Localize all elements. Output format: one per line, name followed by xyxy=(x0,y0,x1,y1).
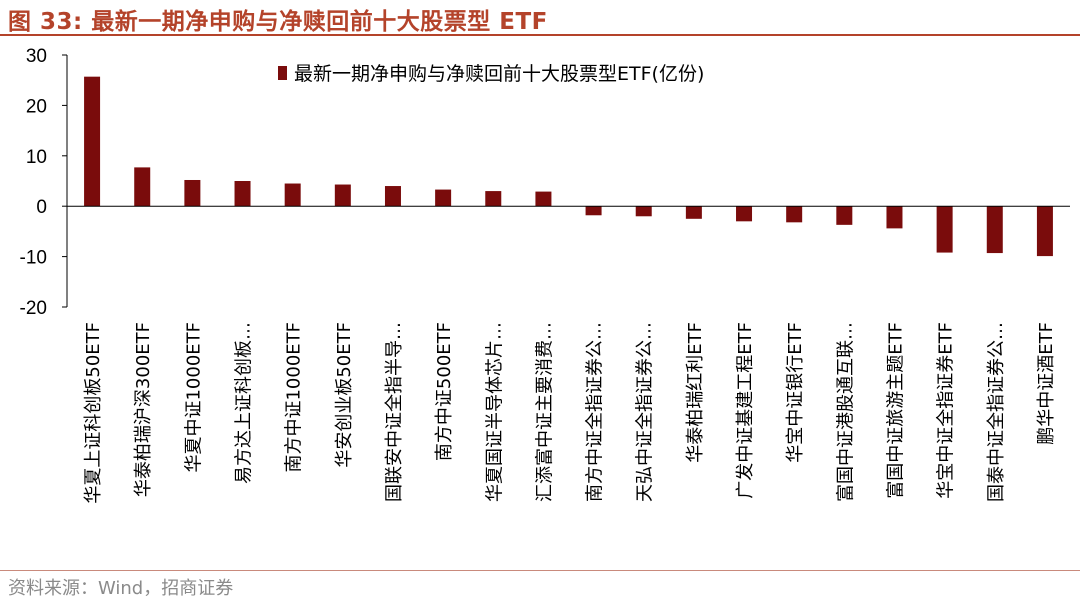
source-note: 资料来源：Wind，招商证券 xyxy=(8,578,234,599)
x-category-label: 汇添富中证主要消费… xyxy=(534,322,555,502)
x-category-label: 富国中证港股通互联… xyxy=(835,322,856,502)
x-category-label: 国泰中证全指证券公… xyxy=(986,322,1007,502)
bar xyxy=(936,206,953,253)
bar xyxy=(836,206,853,225)
x-category-label: 华夏中证1000ETF xyxy=(183,322,204,473)
bar xyxy=(535,191,552,207)
x-category-label: 富国中证旅游主题ETF xyxy=(885,322,906,499)
y-tick-label: -20 xyxy=(20,298,47,319)
legend-label: 最新一期净申购与净赎回前十大股票型ETF(亿份) xyxy=(294,63,704,85)
x-category-label: 南方中证1000ETF xyxy=(284,322,305,473)
x-category-label: 华泰柏瑞沪深300ETF xyxy=(133,322,154,497)
bar xyxy=(134,167,151,207)
x-category-label: 国联安中证全指半导… xyxy=(384,322,405,502)
x-category-label: 广发中证基建工程ETF xyxy=(735,322,756,499)
bar xyxy=(635,206,652,217)
bar xyxy=(284,183,301,207)
bar xyxy=(84,76,101,207)
title-divider xyxy=(0,34,1080,36)
y-tick-label: 20 xyxy=(26,96,47,117)
bar xyxy=(986,206,1003,254)
y-axis: 30 20 10 0 -10 -20 xyxy=(20,46,68,319)
x-category-label: 华安创业板50ETF xyxy=(334,322,355,468)
bar xyxy=(184,179,201,207)
bar xyxy=(384,186,401,207)
x-category-label: 天弘中证全指证券公… xyxy=(635,322,656,502)
x-category-label: 鹏华中证酒ETF xyxy=(1036,322,1057,445)
bar xyxy=(736,206,753,222)
bar xyxy=(435,189,452,207)
x-category-label: 易方达上证科创板… xyxy=(234,322,255,484)
bar xyxy=(685,206,702,219)
bar xyxy=(485,191,502,207)
bar xyxy=(886,206,903,229)
y-tick-label: 30 xyxy=(26,46,47,67)
y-tick-label: -10 xyxy=(20,248,47,269)
category-labels: 华夏上证科创板50ETF 华泰柏瑞沪深300ETF 华夏中证1000ETF 易方达上证… xyxy=(83,322,1057,504)
bar xyxy=(334,184,351,207)
bar xyxy=(585,206,602,216)
bar xyxy=(234,181,251,207)
footer-divider xyxy=(0,570,1080,571)
chart-title: 图 33: 最新一期净申购与净赎回前十大股票型 ETF xyxy=(8,9,548,35)
x-category-label: 南方中证全指证券公… xyxy=(585,322,606,502)
x-category-label: 华夏国证半导体芯片… xyxy=(484,322,505,502)
y-tick-label: 0 xyxy=(36,197,47,218)
bar xyxy=(786,206,803,223)
x-category-label: 南方中证500ETF xyxy=(434,322,455,461)
x-category-label: 华宝中证银行ETF xyxy=(785,322,806,463)
bars xyxy=(84,76,1053,257)
x-category-label: 华宝中证全指证券ETF xyxy=(936,322,957,499)
legend-swatch xyxy=(278,66,287,80)
y-tick-label: 10 xyxy=(26,147,47,168)
bar xyxy=(1036,206,1053,257)
legend: 最新一期净申购与净赎回前十大股票型ETF(亿份) xyxy=(278,63,704,85)
x-category-label: 华夏上证科创板50ETF xyxy=(83,322,104,504)
x-category-label: 华泰柏瑞红利ETF xyxy=(685,322,706,463)
